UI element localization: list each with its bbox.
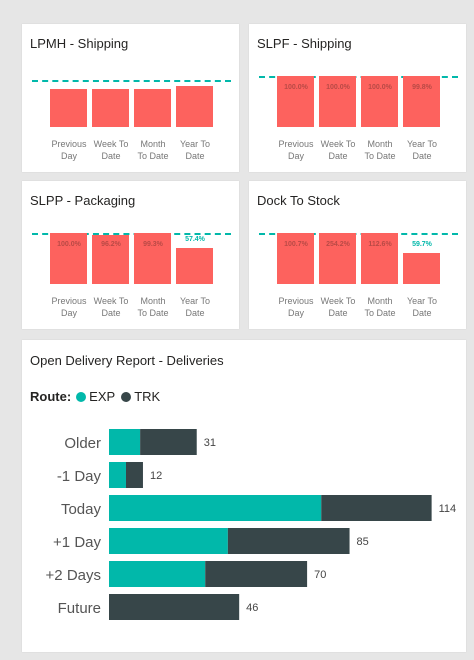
total-label: 12 xyxy=(150,470,162,482)
category-label: Week To Date xyxy=(320,296,356,318)
target-line xyxy=(259,233,458,235)
bar-year-to-date xyxy=(403,253,440,284)
category-label: Year To Date xyxy=(179,139,211,161)
bar-month-to-date xyxy=(361,76,398,127)
bar-segment-exp xyxy=(109,495,322,521)
total-label: 31 xyxy=(204,437,216,449)
category-label: Month To Date xyxy=(364,139,396,161)
category-label: Week To Date xyxy=(93,139,129,161)
bar-previous-day xyxy=(50,89,87,127)
bar-previous-day xyxy=(277,76,314,127)
panel-title: LPMH - Shipping xyxy=(30,36,129,51)
bar-segment-trk xyxy=(227,528,350,554)
bar-year-to-date xyxy=(403,76,440,127)
total-label: 46 xyxy=(246,602,258,614)
bar-segment-trk xyxy=(205,561,308,587)
category-label: Previous Day xyxy=(51,139,87,161)
bar-segment-exp xyxy=(109,561,206,587)
bar-segment-exp xyxy=(109,429,141,455)
target-line xyxy=(32,80,231,82)
bar-segment-trk xyxy=(321,495,432,521)
bar-segment-trk xyxy=(140,429,197,455)
data-label: 100.0% xyxy=(57,241,81,248)
category-label: Older xyxy=(64,435,101,452)
panel-title: Dock To Stock xyxy=(257,193,340,208)
category-label: Previous Day xyxy=(278,139,314,161)
data-label: 112.6% xyxy=(368,241,392,248)
data-label: 100.0% xyxy=(326,84,350,91)
report-title: Open Delivery Report - Deliveries xyxy=(30,353,224,368)
bar-month-to-date xyxy=(361,233,398,284)
legend: Route: EXP TRK xyxy=(30,389,160,404)
total-label: 85 xyxy=(357,536,369,548)
bar-segment-exp xyxy=(109,462,126,488)
category-label: Week To Date xyxy=(320,139,356,161)
bar-week-to-date xyxy=(319,233,356,284)
data-label: 99.8% xyxy=(412,84,432,91)
bar-year-to-date xyxy=(176,248,213,284)
category-label: Month To Date xyxy=(364,296,396,318)
bar-month-to-date xyxy=(134,89,171,127)
data-label: 100.0% xyxy=(368,84,392,91)
data-label: 99.3% xyxy=(143,241,163,248)
category-label: Year To Date xyxy=(179,296,211,318)
bar-year-to-date xyxy=(176,86,213,127)
bar-week-to-date xyxy=(92,89,129,127)
total-label: 114 xyxy=(439,503,457,515)
bar-segment-trk xyxy=(109,594,240,620)
bar-previous-day xyxy=(277,233,314,284)
legend-marker-trk xyxy=(121,391,132,402)
panel-slpf-shipping: SLPF - Shipping 100.0% 100.0% 100.0% 99.… xyxy=(249,24,466,172)
panel-open-delivery-report: Open Delivery Report - Deliveries Route:… xyxy=(22,340,466,652)
category-label: Previous Day xyxy=(278,296,314,318)
category-label: Month To Date xyxy=(137,139,169,161)
legend-label-exp: EXP xyxy=(89,389,116,404)
legend-marker-exp xyxy=(76,391,87,402)
category-label: Month To Date xyxy=(137,296,169,318)
panel-title: SLPF - Shipping xyxy=(257,36,352,51)
data-label: 254.2% xyxy=(326,241,350,248)
legend-title: Route: xyxy=(30,389,72,404)
panel-slpp-packaging: SLPP - Packaging 100.0% 96.2% 99.3% 57.4… xyxy=(22,181,239,329)
data-label: 100.7% xyxy=(284,241,308,248)
panel-lpmh-shipping: LPMH - Shipping Previous Day Week To Dat… xyxy=(22,24,239,172)
data-label: 96.2% xyxy=(101,241,121,248)
legend-label-trk: TRK xyxy=(134,389,161,404)
bar-week-to-date xyxy=(92,235,129,284)
delivery-chart: Older 31 -1 Day 12 Today 114 +1 Day 85 +2 Days 70… xyxy=(46,429,457,620)
panel-title: SLPP - Packaging xyxy=(30,193,136,208)
data-label: 57.4% xyxy=(185,236,205,243)
data-label: 59.7% xyxy=(412,241,432,248)
bar-month-to-date xyxy=(134,233,171,284)
total-label: 70 xyxy=(314,569,326,581)
target-line xyxy=(259,76,458,78)
bar-previous-day xyxy=(50,233,87,284)
category-label: Year To Date xyxy=(406,139,438,161)
category-label: Year To Date xyxy=(406,296,438,318)
category-label: +2 Days xyxy=(46,567,101,584)
data-label: 100.0% xyxy=(284,84,308,91)
category-label: Future xyxy=(58,600,101,617)
bar-week-to-date xyxy=(319,76,356,127)
bar-segment-exp xyxy=(109,528,228,554)
category-label: Week To Date xyxy=(93,296,129,318)
category-label: -1 Day xyxy=(57,468,102,485)
panel-dock-to-stock: Dock To Stock 100.7% 254.2% 112.6% 59.7%… xyxy=(249,181,466,329)
target-line xyxy=(32,233,231,235)
category-label: +1 Day xyxy=(53,534,101,551)
category-label: Today xyxy=(61,501,102,518)
bar-segment-trk xyxy=(125,462,143,488)
category-label: Previous Day xyxy=(51,296,87,318)
